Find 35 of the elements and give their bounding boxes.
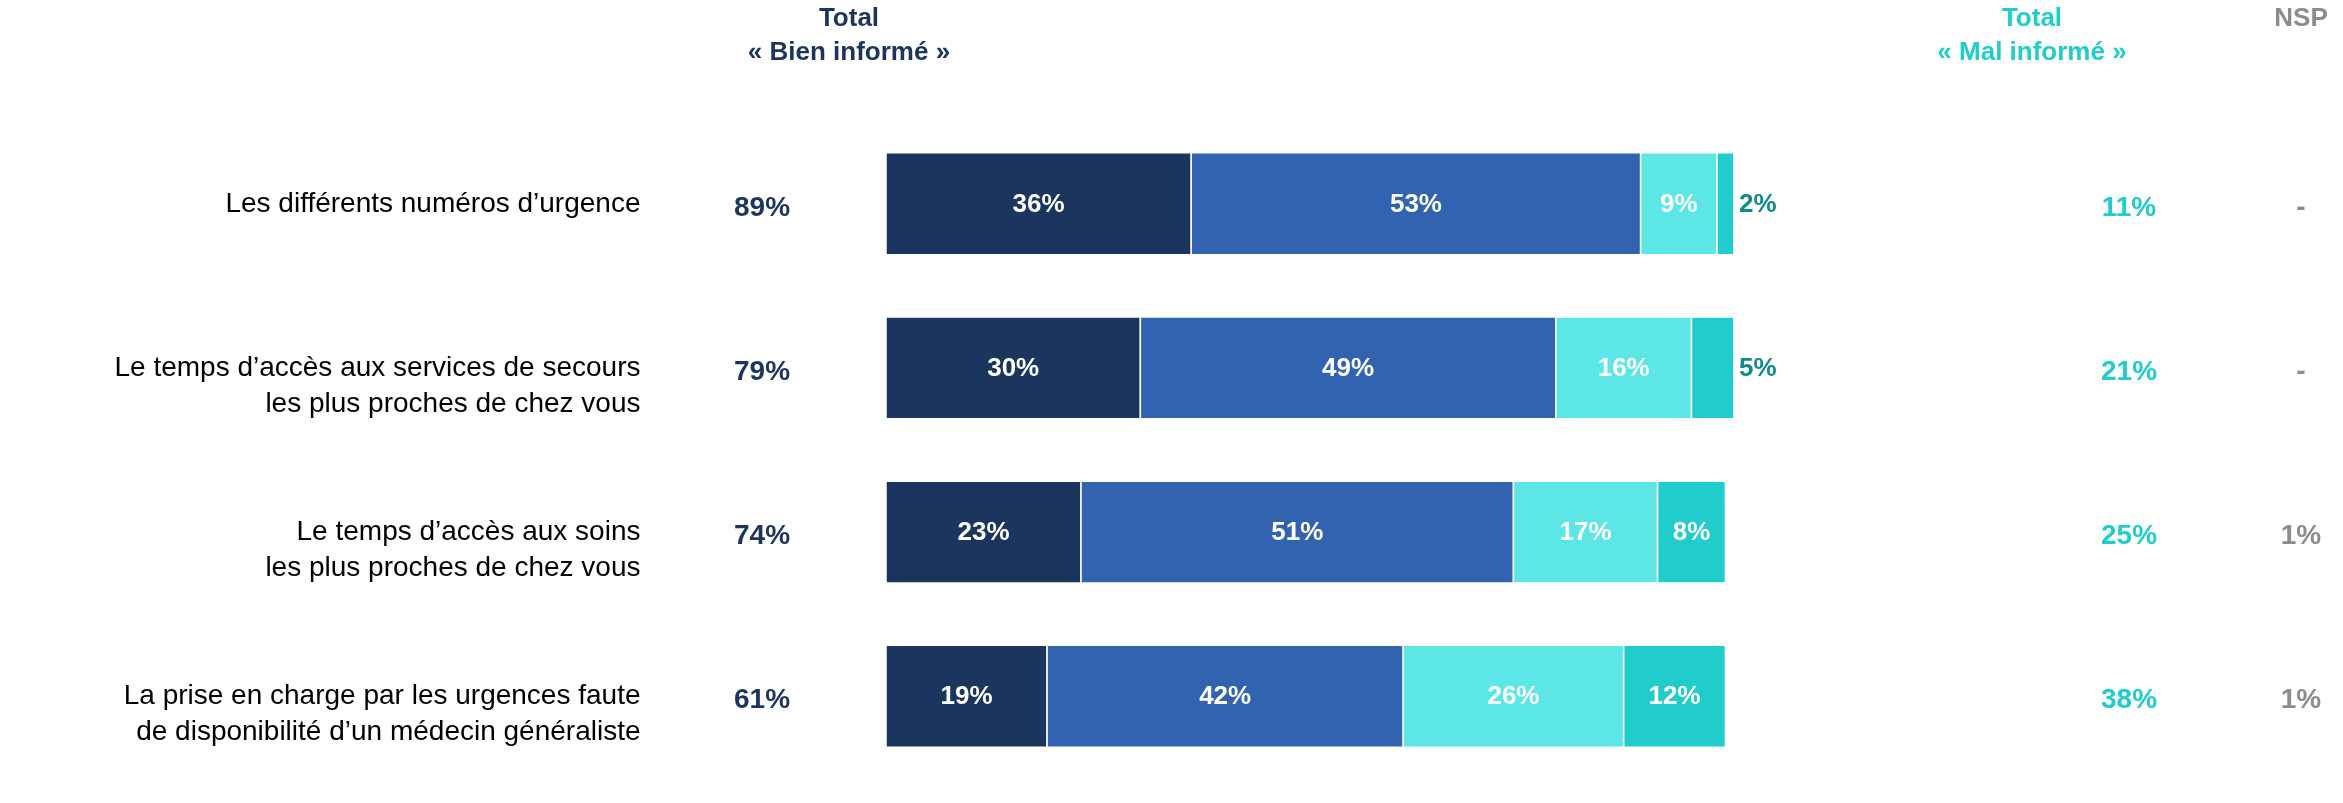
data-label: 51% <box>1271 516 1324 547</box>
text: 21% <box>2100 354 2158 386</box>
text: 25% <box>2100 519 2158 551</box>
data-label: 49% <box>1322 351 1375 382</box>
text: Total « Bien informé » <box>747 2 951 66</box>
text: 1% <box>2280 683 2322 715</box>
data-label: 19% <box>940 680 993 711</box>
data-label: 2% <box>1739 187 1777 218</box>
text: NSP <box>2274 2 2328 32</box>
text: - <box>2296 190 2306 222</box>
data-label: 53% <box>1389 187 1442 218</box>
data-label: 17% <box>1559 516 1612 547</box>
data-label: 9% <box>1660 187 1698 218</box>
text: - <box>2296 354 2306 386</box>
text: 89% <box>733 190 791 222</box>
text: 61% <box>733 683 791 715</box>
text: 1% <box>2280 519 2322 551</box>
text: 11% <box>2101 190 2157 222</box>
y-tick-label: Le temps d’accès aux soins les plus proches de chez vous <box>265 515 641 583</box>
text: Total « Mal informé » <box>1937 2 2127 66</box>
y-tick-label: Le temps d’accès aux services de secours les plus proches de chez vous <box>114 350 641 418</box>
data-label: 30% <box>987 351 1040 382</box>
data-label: 42% <box>1199 680 1252 711</box>
y-tick-label: La prise en charge par les urgences faute de disponibilité d’un médecin généraliste <box>123 679 641 747</box>
text: 38% <box>2100 683 2158 715</box>
text: 74% <box>733 519 791 551</box>
data-label: 12% <box>1648 680 1701 711</box>
text: 79% <box>733 354 791 386</box>
data-label: 26% <box>1487 680 1540 711</box>
data-label: 5% <box>1739 351 1777 382</box>
data-label: 23% <box>957 516 1010 547</box>
data-label: 8% <box>1672 516 1711 547</box>
data-label: 16% <box>1597 351 1650 382</box>
data-label: 36% <box>1012 187 1065 218</box>
y-tick-label: Les différents numéros d’urgence <box>225 186 641 218</box>
